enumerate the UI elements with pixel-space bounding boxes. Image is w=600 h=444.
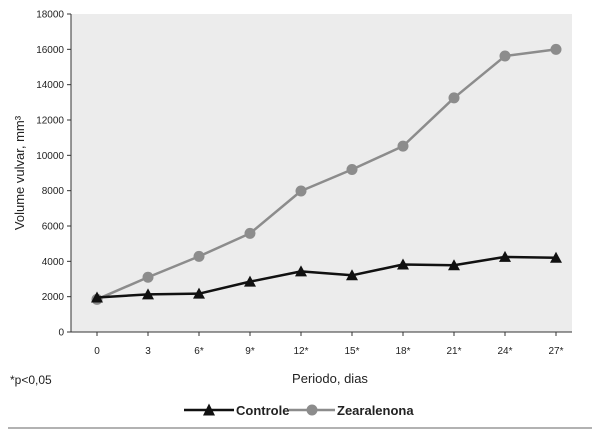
significance-note: *p<0,05 [10,373,52,387]
y-axis-ticks: 0 2000 4000 6000 8000 10000 12000 14000 16000 180… [36,10,71,339]
y-tick-label: 10000 [36,151,64,162]
data-point-controle [244,275,256,287]
plot-area [71,14,572,332]
data-point-controle [499,250,511,262]
data-point-controle [142,288,154,300]
data-point-zearalenona [550,43,562,55]
x-tick-label: 12* [293,346,308,357]
x-tick-label: 0 [94,346,100,357]
y-axis-title: Volume vulvar, mm³ [12,115,27,230]
series-layer [91,43,562,305]
y-tick-label: 0 [58,328,64,339]
data-point-zearalenona [346,163,358,175]
data-point-controle [91,291,103,303]
legend-label-controle: Controle [236,403,289,418]
legend: Controle Zearalenona [184,403,414,418]
data-point-zearalenona [295,185,307,197]
x-tick-label: 6* [194,346,204,357]
x-tick-label: 15* [344,346,359,357]
legend-label-zearalenona: Zearalenona [337,403,414,418]
y-tick-label: 4000 [42,257,65,268]
x-tick-label: 3 [145,346,151,357]
data-point-controle [550,251,562,263]
x-tick-label: 18* [395,346,410,357]
x-tick-label: 9* [245,346,255,357]
series-line-zearalenona [96,48,557,301]
data-point-zearalenona [142,271,154,283]
data-point-controle [448,259,460,271]
legend-marker-zearalenona [306,404,318,416]
y-tick-label: 12000 [36,116,64,127]
y-tick-label: 14000 [36,80,64,91]
x-axis-title: Periodo, dias [292,371,368,386]
data-point-zearalenona [244,227,256,239]
x-axis-ticks: 0 3 6* 9* 12* 15* 18* 21* 24* 27* [94,332,564,357]
y-tick-label: 16000 [36,45,64,56]
data-point-controle [397,258,409,270]
x-tick-label: 24* [497,346,512,357]
data-point-controle [295,265,307,277]
data-point-zearalenona [397,140,409,152]
y-tick-label: 18000 [36,10,64,21]
y-tick-label: 6000 [42,222,65,233]
x-tick-label: 21* [446,346,461,357]
data-point-controle [346,269,358,281]
legend-marker-controle [203,403,215,416]
data-point-zearalenona [193,250,205,262]
data-point-zearalenona [448,92,460,104]
y-tick-label: 8000 [42,186,65,197]
data-point-controle [193,287,205,299]
data-point-zearalenona [499,50,511,62]
y-tick-label: 2000 [42,292,65,303]
x-tick-label: 27* [548,346,563,357]
series-line-controle [96,255,557,299]
